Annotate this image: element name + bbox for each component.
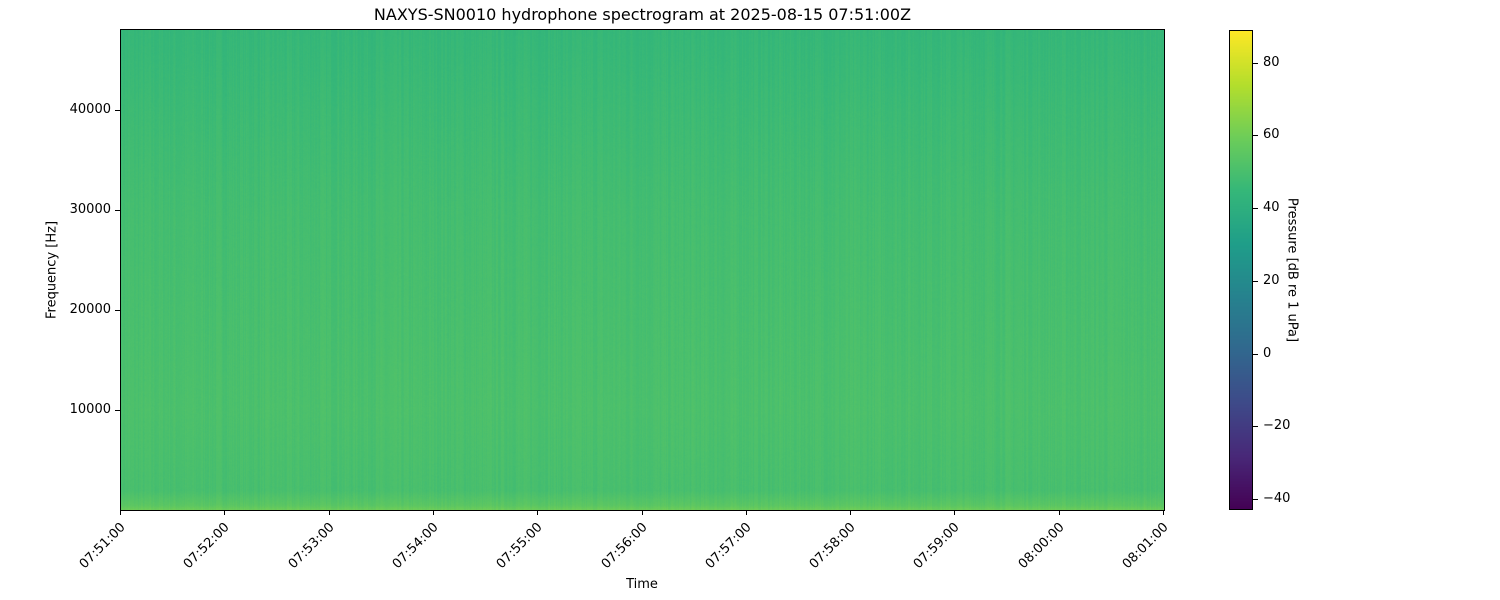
colorbar-label: Pressure [dB re 1 uPa]: [1284, 197, 1300, 343]
y-tick: [115, 310, 120, 311]
x-tick-label: 07:51:00: [76, 520, 129, 572]
colorbar-tick: [1253, 354, 1258, 355]
colorbar-tick-label: 0: [1263, 345, 1272, 361]
x-tick: [642, 510, 643, 515]
colorbar-tick-label: −20: [1263, 418, 1291, 434]
x-axis-label: Time: [626, 577, 658, 592]
x-tick: [537, 510, 538, 515]
x-tick: [954, 510, 955, 515]
x-tick: [329, 510, 330, 515]
x-tick-label: 08:00:00: [1015, 520, 1068, 572]
x-tick: [433, 510, 434, 515]
colorbar: [1229, 30, 1253, 510]
y-tick-label: 40000: [69, 102, 111, 117]
y-tick: [115, 410, 120, 411]
x-tick: [1059, 510, 1060, 515]
y-tick-label: 10000: [69, 402, 111, 417]
x-tick: [1163, 510, 1164, 515]
x-tick: [850, 510, 851, 515]
x-tick-label: 07:59:00: [911, 520, 963, 572]
colorbar-tick-label: 20: [1263, 272, 1280, 288]
colorbar-tick: [1253, 208, 1258, 209]
colorbar-tick: [1253, 281, 1258, 282]
colorbar-tick-label: 60: [1263, 127, 1280, 143]
colorbar-tick-label: 80: [1263, 54, 1280, 70]
x-tick-label: 07:57:00: [702, 520, 755, 572]
x-tick-label: 07:53:00: [285, 520, 338, 572]
x-tick-label: 07:55:00: [493, 520, 546, 572]
x-tick: [746, 510, 747, 515]
colorbar-tick-label: −40: [1263, 491, 1291, 507]
colorbar-tick: [1253, 63, 1258, 64]
chart-title: NAXYS-SN0010 hydrophone spectrogram at 2…: [373, 5, 912, 24]
y-tick-label: 30000: [69, 202, 111, 217]
x-tick: [224, 510, 225, 515]
colorbar-tick: [1253, 426, 1258, 427]
colorbar-tick: [1253, 135, 1258, 136]
colorbar-tick: [1253, 499, 1258, 500]
y-axis-label: Frequency [Hz]: [44, 220, 60, 320]
spectrogram-heatmap: [121, 30, 1164, 510]
x-tick-label: 07:54:00: [389, 520, 442, 572]
x-tick: [120, 510, 121, 515]
x-tick-label: 07:58:00: [806, 520, 859, 572]
colorbar-tick-label: 40: [1263, 200, 1280, 216]
x-tick-label: 07:52:00: [181, 520, 233, 572]
y-tick-label: 20000: [69, 302, 111, 317]
y-tick: [115, 210, 120, 211]
y-tick: [115, 110, 120, 111]
x-tick-label: 08:01:00: [1119, 520, 1172, 572]
